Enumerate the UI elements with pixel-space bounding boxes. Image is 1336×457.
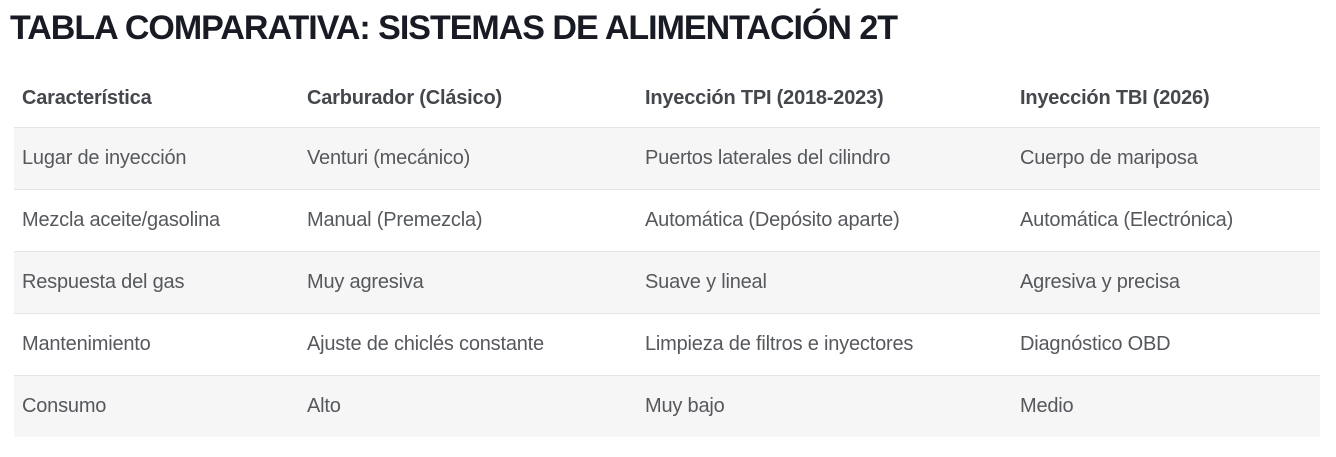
cell-value: Agresiva y precisa: [1020, 270, 1180, 293]
cell-value: Suave y lineal: [645, 270, 767, 293]
column-header-inyeccion-tbi: Inyección TBI (2026): [1012, 70, 1320, 127]
cell-value: Automática (Electrónica): [1020, 208, 1234, 231]
table-row: Mezcla aceite/gasolina Manual (Premezcla…: [14, 189, 1320, 251]
column-header-carburador: Carburador (Clásico): [299, 70, 637, 127]
cell-value: Ajuste de chiclés constante: [307, 332, 544, 355]
row-label: Mezcla aceite/gasolina: [22, 208, 220, 231]
row-label: Consumo: [22, 394, 107, 417]
table-header-row: Característica Carburador (Clásico) Inye…: [14, 70, 1320, 127]
cell-value: Alto: [307, 394, 341, 417]
cell-value: Venturi (mecánico): [307, 146, 471, 169]
table-row: Lugar de inyección Venturi (mecánico) Pu…: [14, 127, 1320, 189]
cell-value: Muy bajo: [645, 394, 725, 417]
table-row: Mantenimiento Ajuste de chiclés constant…: [14, 313, 1320, 375]
row-label: Respuesta del gas: [22, 270, 185, 293]
row-label: Mantenimiento: [22, 332, 151, 355]
column-header-caracteristica: Característica: [14, 70, 299, 127]
page-title: TABLA COMPARATIVA: SISTEMAS DE ALIMENTAC…: [10, 9, 898, 47]
cell-value: Medio: [1020, 394, 1074, 417]
column-header-inyeccion-tpi: Inyección TPI (2018-2023): [637, 70, 1012, 127]
cell-value: Muy agresiva: [307, 270, 424, 293]
cell-value: Puertos laterales del cilindro: [645, 146, 891, 169]
table-row: Consumo Alto Muy bajo Medio: [14, 375, 1320, 437]
cell-value: Manual (Premezcla): [307, 208, 483, 231]
cell-value: Limpieza de filtros e inyectores: [645, 332, 914, 355]
cell-value: Diagnóstico OBD: [1020, 332, 1171, 355]
cell-value: Cuerpo de mariposa: [1020, 146, 1198, 169]
row-label: Lugar de inyección: [22, 146, 187, 169]
comparison-table: Característica Carburador (Clásico) Inye…: [14, 70, 1320, 437]
cell-value: Automática (Depósito aparte): [645, 208, 900, 231]
table-row: Respuesta del gas Muy agresiva Suave y l…: [14, 251, 1320, 313]
